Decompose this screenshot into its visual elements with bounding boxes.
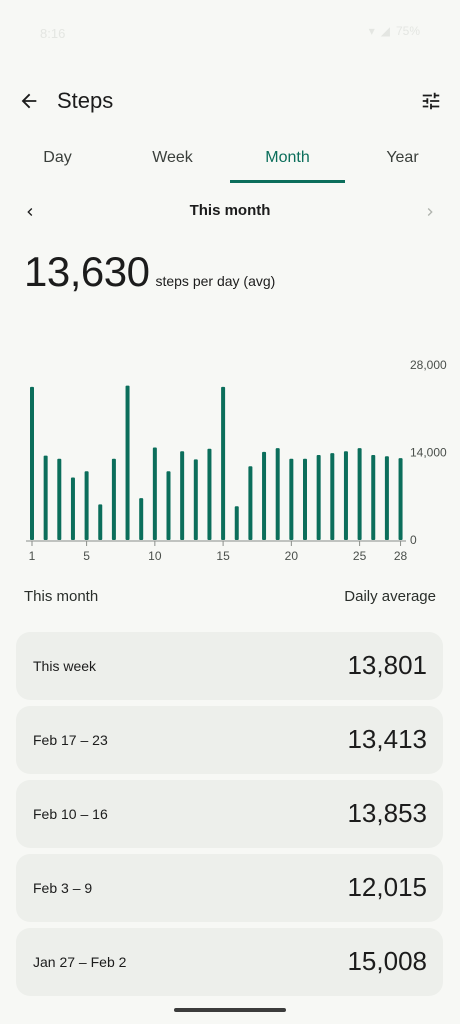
week-label: Feb 17 – 23: [33, 732, 108, 748]
x-tick-label: 20: [285, 549, 299, 563]
tab-month[interactable]: Month: [265, 149, 310, 166]
tab-year[interactable]: Year: [386, 149, 419, 166]
average-steps-value: 13,630: [24, 248, 150, 295]
bar-day-1: [30, 386, 34, 540]
bar-day-15: [221, 386, 226, 540]
bar-day-17: [248, 466, 253, 540]
status-icons: ▾ ◢ 75%: [369, 24, 420, 38]
period-navigator: This month: [0, 196, 460, 228]
week-row-jan-27-feb-2[interactable]: Jan 27 – Feb 2 15,008: [16, 928, 443, 996]
bar-day-21: [303, 458, 307, 540]
period-tabs: Day Week Month Year: [0, 138, 460, 184]
arrow-left-icon: [21, 93, 37, 109]
bar-day-25: [357, 448, 362, 540]
steps-summary: 13,630 steps per day (avg): [24, 248, 275, 304]
y-tick-label: 14,000: [410, 446, 447, 460]
y-tick-label: 0: [410, 533, 417, 547]
x-tick-label: 5: [83, 549, 90, 563]
chevron-right-icon: [427, 208, 433, 216]
battery-level: 75%: [395, 24, 420, 38]
bar-day-28: [398, 458, 403, 540]
bar-day-18: [262, 451, 267, 540]
tab-day[interactable]: Day: [43, 149, 72, 166]
period-label: This month: [189, 202, 271, 219]
y-tick-label: 28,000: [410, 358, 447, 372]
week-average: 13,413: [347, 724, 427, 754]
signal-icon: ◢: [380, 24, 390, 38]
x-tick-label: 1: [29, 549, 36, 563]
bar-day-19: [275, 448, 280, 540]
week-row-feb-10-16[interactable]: Feb 10 – 16 13,853: [16, 780, 443, 848]
next-period-button[interactable]: [418, 200, 442, 224]
tab-week[interactable]: Week: [152, 149, 193, 166]
list-header-metric: Daily average: [344, 588, 436, 605]
bar-day-14: [207, 448, 212, 540]
bar-day-27: [384, 456, 389, 540]
bar-day-26: [371, 455, 376, 540]
x-tick-label: 15: [216, 549, 230, 563]
page-title: Steps: [57, 88, 114, 113]
bar-day-11: [166, 471, 171, 540]
bar-day-8: [125, 385, 130, 540]
week-label: Feb 3 – 9: [33, 880, 93, 896]
app-bar: Steps: [0, 76, 460, 126]
bar-day-24: [343, 451, 348, 540]
week-average: 13,853: [347, 798, 427, 828]
x-tick-label: 28: [394, 549, 408, 563]
home-indicator[interactable]: [174, 1008, 286, 1012]
week-label: Feb 10 – 16: [33, 806, 108, 822]
back-button[interactable]: [14, 86, 44, 116]
bar-day-12: [180, 451, 185, 540]
bar-day-6: [98, 504, 103, 540]
bar-day-2: [43, 455, 48, 540]
bar-day-4: [70, 477, 75, 540]
week-row-feb-17-23[interactable]: Feb 17 – 23 13,413: [16, 706, 443, 774]
list-header: This month Daily average: [24, 588, 436, 610]
wifi-icon: ▾: [368, 24, 375, 38]
status-time: 8:16: [40, 26, 66, 41]
previous-period-button[interactable]: [18, 200, 42, 224]
list-header-period: This month: [24, 588, 99, 605]
week-row-feb-3-9[interactable]: Feb 3 – 9 12,015: [16, 854, 443, 922]
week-label: This week: [33, 658, 97, 674]
week-average: 15,008: [347, 946, 427, 976]
status-bar: 8:16 ▾ ◢ 75%: [0, 0, 460, 64]
bar-day-20: [289, 458, 294, 540]
bar-day-9: [139, 498, 144, 540]
chevron-left-icon: [27, 208, 33, 216]
steps-chart[interactable]: 1 5 10 15 20 25 28 0 14,000 28,000: [0, 350, 460, 570]
x-tick-label: 25: [353, 549, 367, 563]
week-average: 12,015: [347, 872, 427, 902]
bar-day-7: [111, 458, 116, 540]
average-steps-unit: steps per day (avg): [155, 273, 276, 289]
bar-day-5: [84, 471, 89, 540]
bar-day-10: [152, 447, 157, 540]
tune-icon: [422, 92, 440, 110]
bar-day-3: [57, 458, 62, 540]
x-tick-label: 10: [148, 549, 162, 563]
filter-button[interactable]: [416, 86, 446, 116]
week-label: Jan 27 – Feb 2: [33, 954, 127, 970]
week-average: 13,801: [347, 650, 427, 680]
bar-day-23: [330, 453, 335, 540]
week-row-this-week[interactable]: This week 13,801: [16, 632, 443, 700]
bar-day-22: [316, 455, 321, 540]
bar-day-16: [234, 506, 239, 540]
tab-indicator: [230, 180, 345, 183]
bar-day-13: [193, 459, 198, 540]
